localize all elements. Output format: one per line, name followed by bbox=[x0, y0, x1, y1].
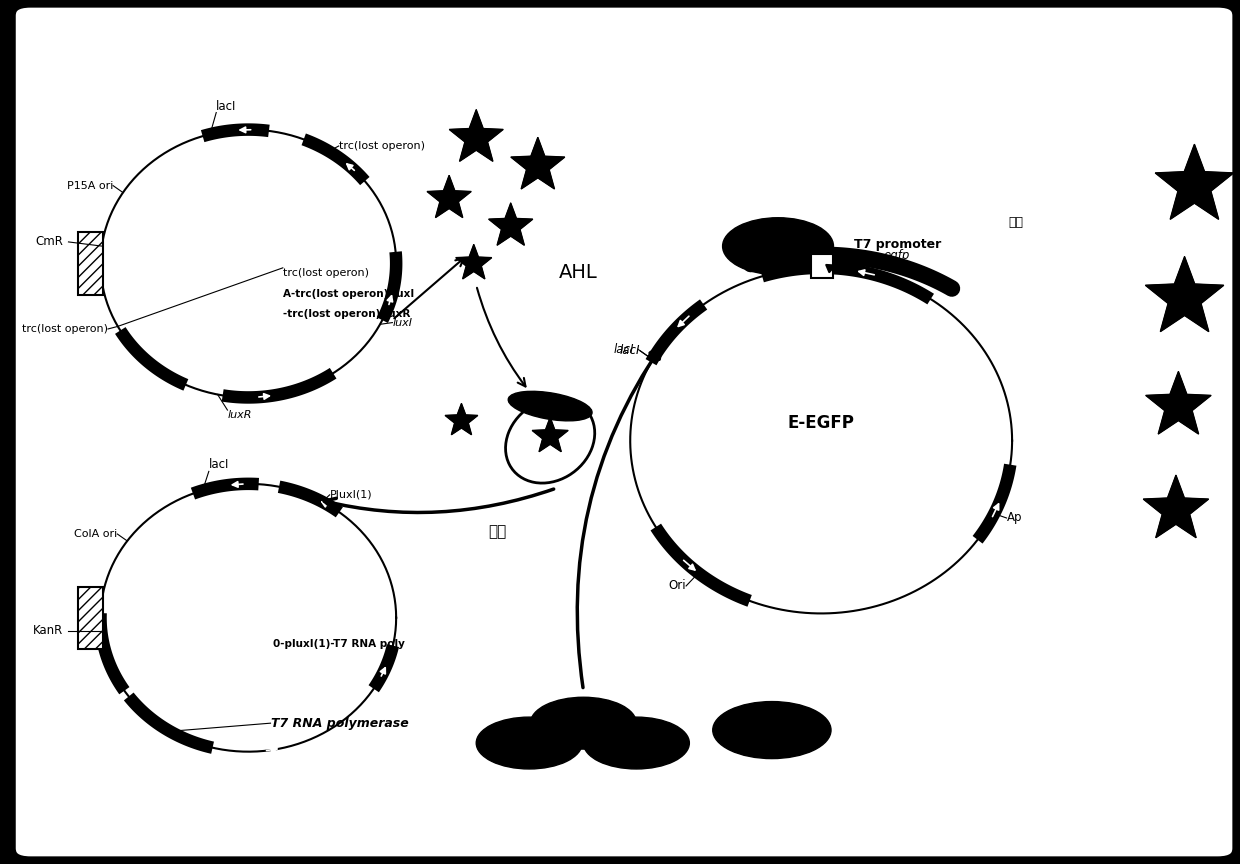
Text: 激活: 激活 bbox=[1008, 216, 1023, 230]
Text: P15A ori: P15A ori bbox=[67, 181, 113, 191]
Polygon shape bbox=[511, 137, 564, 189]
Polygon shape bbox=[532, 417, 568, 452]
Text: A-trc(lost operon)-luxI: A-trc(lost operon)-luxI bbox=[283, 289, 414, 300]
Text: 0-pluxI(1)-T7 RNA poly: 0-pluxI(1)-T7 RNA poly bbox=[273, 639, 404, 650]
Text: lacI: lacI bbox=[208, 459, 229, 472]
Text: AHL: AHL bbox=[559, 263, 598, 282]
Text: -trc(lost operon)-luxR: -trc(lost operon)-luxR bbox=[283, 309, 410, 320]
Ellipse shape bbox=[508, 391, 591, 421]
Ellipse shape bbox=[476, 717, 582, 769]
Ellipse shape bbox=[723, 218, 833, 275]
Text: egfp: egfp bbox=[884, 249, 910, 262]
Text: Ori: Ori bbox=[668, 580, 686, 593]
Polygon shape bbox=[427, 175, 471, 218]
Text: trc(lost operon): trc(lost operon) bbox=[283, 268, 368, 278]
FancyBboxPatch shape bbox=[9, 0, 1240, 864]
Text: CmR: CmR bbox=[36, 235, 63, 249]
Ellipse shape bbox=[506, 398, 595, 483]
Text: E-EGFP: E-EGFP bbox=[787, 415, 854, 432]
Polygon shape bbox=[1146, 257, 1224, 332]
Text: luxR: luxR bbox=[227, 410, 252, 420]
Text: KanR: KanR bbox=[33, 624, 63, 638]
Text: T7 promoter: T7 promoter bbox=[854, 238, 941, 251]
Polygon shape bbox=[449, 110, 503, 162]
Polygon shape bbox=[445, 403, 477, 435]
Text: lacI: lacI bbox=[614, 343, 634, 356]
Bar bbox=[811, 254, 833, 278]
Bar bbox=[78, 232, 103, 295]
Polygon shape bbox=[1156, 144, 1234, 219]
Bar bbox=[78, 587, 103, 649]
Text: ColA ori: ColA ori bbox=[74, 529, 118, 539]
Text: luxI: luxI bbox=[392, 318, 413, 327]
Ellipse shape bbox=[583, 717, 689, 769]
Text: 激活: 激活 bbox=[489, 524, 507, 539]
Text: trc(lost operon): trc(lost operon) bbox=[339, 141, 424, 151]
Text: PluxI(1): PluxI(1) bbox=[330, 490, 372, 500]
Ellipse shape bbox=[531, 697, 636, 749]
Text: lacI: lacI bbox=[216, 99, 237, 112]
Polygon shape bbox=[489, 203, 533, 245]
Text: lacI: lacI bbox=[620, 345, 640, 358]
Polygon shape bbox=[1143, 475, 1209, 537]
Polygon shape bbox=[1146, 372, 1211, 434]
Polygon shape bbox=[456, 245, 492, 279]
Text: trc(lost operon): trc(lost operon) bbox=[22, 324, 108, 334]
Text: Ap: Ap bbox=[1007, 511, 1022, 524]
Ellipse shape bbox=[713, 702, 831, 759]
Text: T7 RNA polymerase: T7 RNA polymerase bbox=[270, 716, 408, 730]
